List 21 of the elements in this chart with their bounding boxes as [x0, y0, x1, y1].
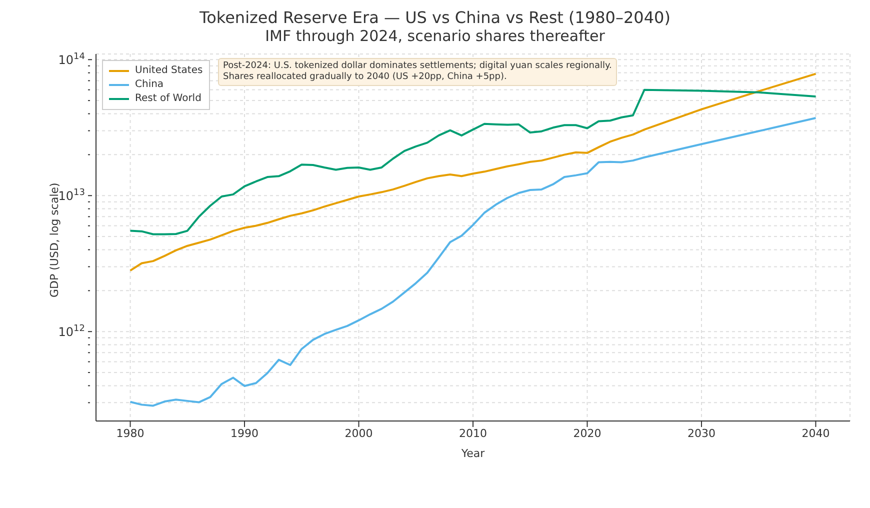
x-tick-label: 2000: [344, 426, 373, 440]
y-tick-label: 10$^{14}$: [58, 52, 86, 67]
line-series: [129, 72, 817, 272]
legend-label: United States: [135, 64, 203, 78]
line-series: [129, 117, 817, 407]
line-series: [129, 88, 817, 236]
x-tick-label: 2030: [687, 426, 716, 440]
x-axis-title: Year: [460, 447, 486, 460]
y-axis-title: GDP (USD, log scale): [48, 182, 61, 298]
y-tick-label: 10$^{13}$: [58, 188, 85, 203]
x-tick-label: 2040: [802, 426, 830, 440]
chart-title: Tokenized Reserve Era — US vs China vs Rest (1980–2040): [198, 8, 672, 27]
x-tick-label: 2010: [459, 426, 487, 440]
legend-label: China: [135, 78, 164, 92]
x-tick-label: 2020: [573, 426, 602, 440]
x-tick-label: 1990: [230, 426, 259, 440]
annotation: Post-2024: U.S. tokenized dollar dominates settlements; digital yuan scales regionally. Shares reallocated gradually to 2040 (US +20pp, China +5pp).: [218, 58, 617, 86]
y-tick-label: 10$^{12}$: [58, 324, 85, 339]
legend-label: Rest of World: [135, 92, 202, 106]
chart-subtitle: IMF through 2024, scenario shares thereafter: [264, 27, 606, 46]
x-tick-label: 1980: [116, 426, 144, 440]
